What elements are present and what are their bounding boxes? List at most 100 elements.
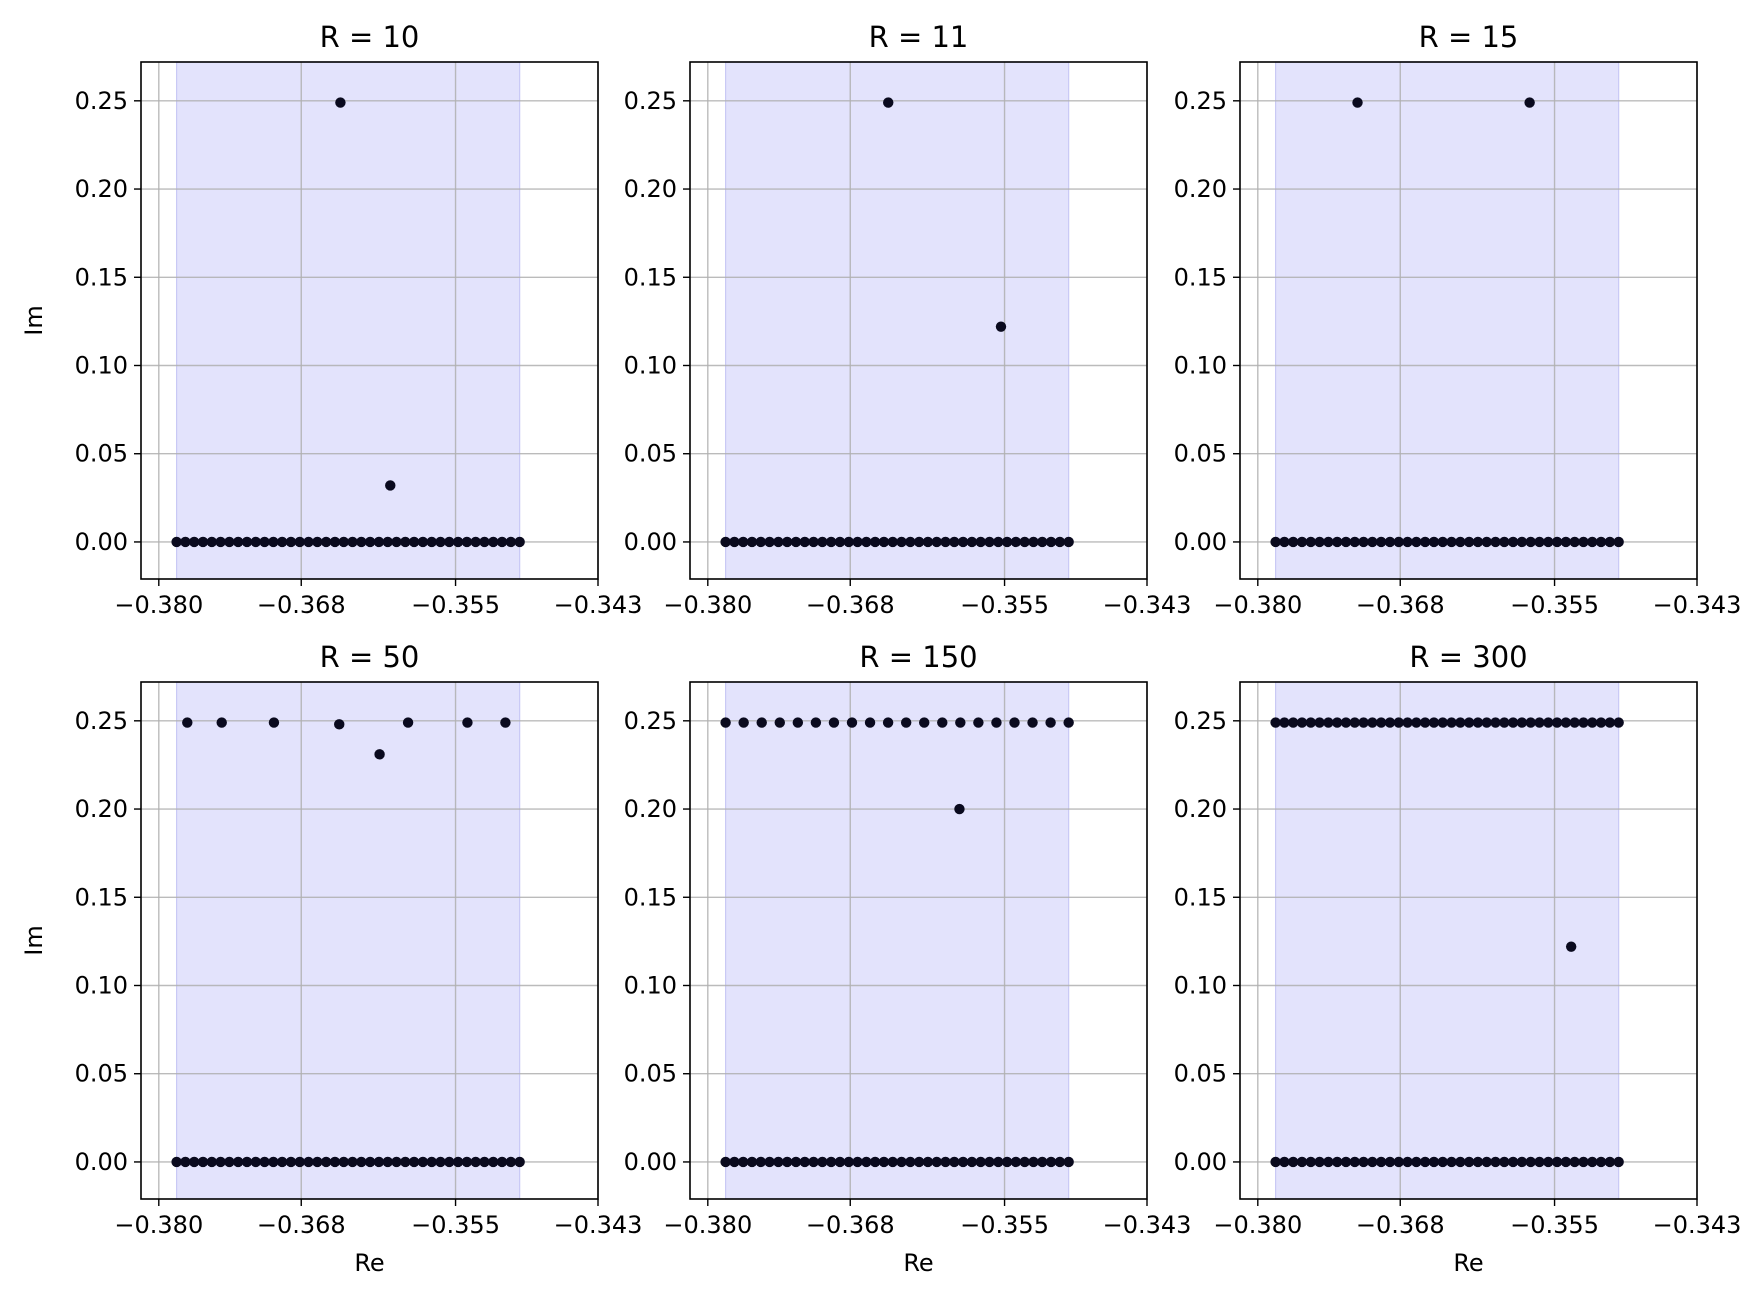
- data-point: [206, 536, 217, 548]
- data-point: [940, 1156, 951, 1168]
- data-point: [408, 1156, 420, 1168]
- data-point: [216, 717, 227, 728]
- data-point: [1010, 1156, 1022, 1168]
- data-point: [1543, 536, 1554, 548]
- data-point: [1384, 536, 1396, 548]
- data-point: [338, 536, 349, 548]
- data-point: [382, 1156, 393, 1168]
- x-tick-label: −0.355: [411, 1211, 500, 1239]
- data-point: [1323, 1156, 1334, 1168]
- data-point: [1314, 717, 1325, 728]
- data-point: [329, 536, 341, 548]
- data-point: [1358, 536, 1369, 548]
- data-point: [1393, 717, 1404, 728]
- data-point: [1490, 1156, 1501, 1168]
- subplot-title: R = 150: [859, 640, 977, 674]
- data-point: [180, 536, 191, 548]
- data-point: [391, 536, 402, 548]
- y-tick-label: 0.20: [1174, 795, 1227, 823]
- y-tick-label: 0.25: [75, 707, 128, 735]
- y-tick-label: 0.00: [75, 528, 128, 556]
- y-tick-label: 0.05: [624, 1060, 677, 1088]
- data-point: [834, 536, 846, 548]
- data-point: [197, 1156, 209, 1168]
- data-point: [781, 536, 793, 548]
- data-point: [268, 536, 279, 548]
- y-tick-label: 0.15: [75, 263, 128, 291]
- data-point: [1446, 717, 1457, 728]
- data-point: [488, 1156, 499, 1168]
- y-tick-label: 0.05: [75, 440, 128, 468]
- data-point: [1578, 717, 1589, 728]
- data-point: [1305, 536, 1316, 548]
- data-point: [488, 536, 499, 548]
- data-point: [1028, 1156, 1039, 1168]
- data-point: [1010, 536, 1022, 548]
- data-point: [764, 536, 775, 548]
- data-point: [373, 536, 385, 548]
- data-point: [1560, 717, 1572, 728]
- data-point: [864, 717, 876, 728]
- data-point: [790, 1156, 802, 1168]
- y-tick-label: 0.10: [1174, 971, 1227, 999]
- x-tick-label: −0.380: [1213, 1211, 1302, 1239]
- data-point: [883, 97, 894, 108]
- subplot-2: −0.380 −0.368 −0.355 −0.343 0.00 0.05 0.10 0.15…: [624, 20, 1192, 619]
- data-point: [1472, 536, 1484, 548]
- axes-frame: [689, 61, 1148, 580]
- data-point: [189, 536, 200, 548]
- x-tick-label: −0.380: [663, 1211, 752, 1239]
- data-point: [774, 717, 785, 728]
- data-point: [878, 1156, 890, 1168]
- x-tick-label: −0.343: [1103, 591, 1192, 619]
- data-point: [1613, 536, 1624, 548]
- data-point: [250, 1156, 261, 1168]
- data-point: [320, 1156, 332, 1168]
- x-tick-label: −0.355: [1510, 591, 1599, 619]
- data-point: [720, 1156, 731, 1168]
- x-tick-label: −0.343: [1103, 1211, 1192, 1239]
- data-point: [1595, 536, 1607, 548]
- data-point: [1367, 717, 1378, 728]
- data-point: [1063, 536, 1074, 548]
- data-point: [887, 1156, 898, 1168]
- y-tick-label: 0.25: [624, 707, 677, 735]
- data-point: [861, 536, 872, 548]
- data-point: [470, 1156, 481, 1168]
- x-tick-label: −0.355: [960, 1211, 1049, 1239]
- data-point: [957, 1156, 969, 1168]
- data-point: [1428, 717, 1440, 728]
- data-point: [276, 1156, 288, 1168]
- axes-frame: [140, 681, 599, 1200]
- data-point: [462, 717, 473, 728]
- y-tick-label: 0.15: [1174, 263, 1227, 291]
- data-point: [755, 1156, 766, 1168]
- data-point: [1499, 717, 1510, 728]
- x-tick-label: −0.343: [1653, 591, 1742, 619]
- data-point: [1437, 717, 1448, 728]
- data-point: [1613, 1156, 1624, 1168]
- data-point: [1437, 1156, 1448, 1168]
- data-point: [1288, 536, 1299, 548]
- data-point: [312, 1156, 323, 1168]
- data-point: [955, 717, 966, 728]
- subplot-title: R = 10: [320, 20, 420, 54]
- data-point: [1340, 536, 1352, 548]
- data-point: [259, 536, 270, 548]
- y-axis-label: Im: [20, 925, 48, 955]
- subplot-title: R = 15: [1419, 20, 1519, 54]
- data-point: [1296, 1156, 1308, 1168]
- data-point: [1543, 1156, 1554, 1168]
- data-point: [1569, 1156, 1580, 1168]
- data-point: [1314, 1156, 1325, 1168]
- data-point: [400, 1156, 411, 1168]
- data-point: [1507, 1156, 1519, 1168]
- data-point: [356, 536, 367, 548]
- data-point: [224, 1156, 235, 1168]
- y-tick-label: 0.10: [624, 351, 677, 379]
- x-tick-label: −0.380: [1213, 591, 1302, 619]
- data-point: [197, 536, 209, 548]
- data-point: [1595, 717, 1607, 728]
- data-point: [966, 536, 978, 548]
- data-point: [756, 717, 767, 728]
